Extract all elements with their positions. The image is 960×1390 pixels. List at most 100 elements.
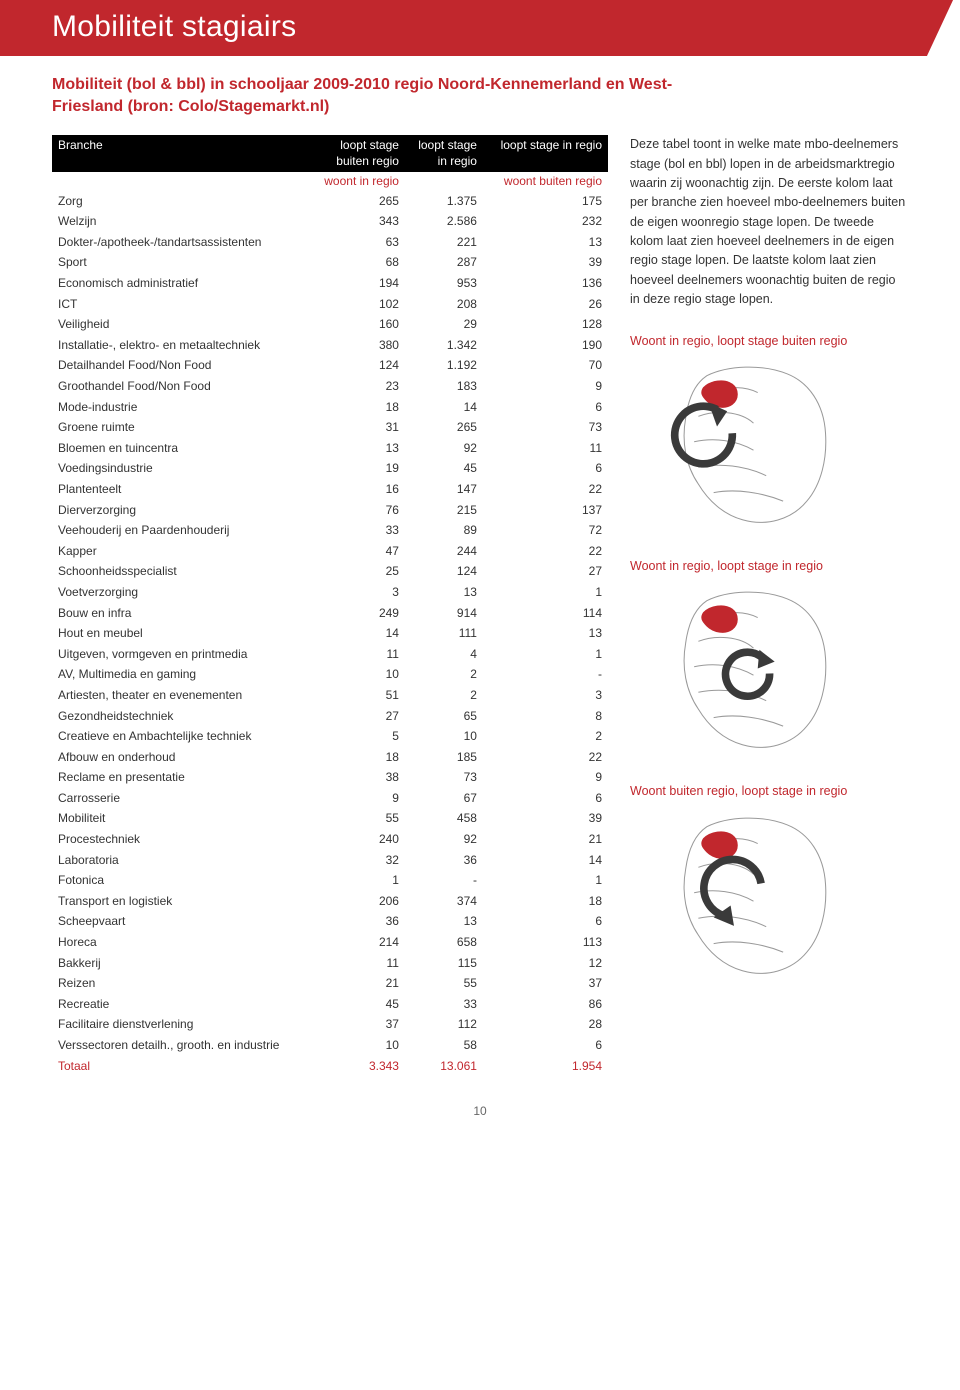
map-label: Woont in regio, loopt stage in regio [630, 557, 908, 576]
row-label: Groothandel Food/Non Food [52, 376, 309, 397]
table-row: Artiesten, theater en evenementen5123 [52, 685, 608, 706]
row-value: 6 [483, 396, 608, 417]
row-label: Detailhandel Food/Non Food [52, 355, 309, 376]
row-value: 39 [483, 252, 608, 273]
row-value: 6 [483, 788, 608, 809]
table-row: Veehouderij en Paardenhouderij338972 [52, 520, 608, 541]
row-value: 6 [483, 1035, 608, 1056]
row-value: 27 [483, 561, 608, 582]
row-label: Carrosserie [52, 788, 309, 809]
row-value: 33 [309, 520, 405, 541]
row-value: 12 [483, 952, 608, 973]
row-value: 27 [309, 705, 405, 726]
row-value: 36 [405, 849, 483, 870]
row-value: 9 [309, 788, 405, 809]
row-value: 2 [405, 685, 483, 706]
row-value: 1 [309, 870, 405, 891]
row-label: Artiesten, theater en evenementen [52, 685, 309, 706]
table-row: Laboratoria323614 [52, 849, 608, 870]
table-over-header-row: woont in regio woont buiten regio [52, 172, 608, 190]
row-label: Scheepvaart [52, 911, 309, 932]
table-row: Reizen215537 [52, 973, 608, 994]
row-value: 28 [483, 1014, 608, 1035]
row-value: 114 [483, 602, 608, 623]
row-value: 6 [483, 911, 608, 932]
row-value: 5 [309, 726, 405, 747]
table-row: Afbouw en onderhoud1818522 [52, 746, 608, 767]
row-value: 2 [483, 726, 608, 747]
row-value: 65 [405, 705, 483, 726]
row-value: 63 [309, 232, 405, 253]
row-label: Plantenteelt [52, 479, 309, 500]
col-buiten-regio: loopt stagebuiten regio [309, 135, 405, 172]
row-value: 458 [405, 808, 483, 829]
row-value: 232 [483, 211, 608, 232]
row-value: 214 [309, 932, 405, 953]
row-value: 3 [309, 582, 405, 603]
row-value: 185 [405, 746, 483, 767]
row-value: 658 [405, 932, 483, 953]
page-number: 10 [52, 1104, 908, 1118]
row-label: Procestechniek [52, 829, 309, 850]
row-value: 1.375 [405, 190, 483, 211]
table-row: Dokter-/apotheek-/tandartsassistenten632… [52, 232, 608, 253]
row-value: 18 [483, 891, 608, 912]
row-label: Totaal [52, 1055, 309, 1076]
map-illustration [630, 582, 860, 760]
table-row: Schoonheidsspecialist2512427 [52, 561, 608, 582]
row-value: 2 [405, 664, 483, 685]
row-label: Mode-industrie [52, 396, 309, 417]
row-label: Kapper [52, 540, 309, 561]
row-value: 1.342 [405, 335, 483, 356]
row-value: 14 [405, 396, 483, 417]
row-value: 3.343 [309, 1055, 405, 1076]
table-row: Economisch administratief194953136 [52, 273, 608, 294]
table-row: Transport en logistiek20637418 [52, 891, 608, 912]
row-label: Zorg [52, 190, 309, 211]
row-value: 11 [309, 952, 405, 973]
row-value: 194 [309, 273, 405, 294]
row-value: 175 [483, 190, 608, 211]
table-row: Totaal3.34313.0611.954 [52, 1055, 608, 1076]
row-label: Sport [52, 252, 309, 273]
table-row: Uitgeven, vormgeven en printmedia1141 [52, 643, 608, 664]
table-row: Facilitaire dienstverlening3711228 [52, 1014, 608, 1035]
row-value: 249 [309, 602, 405, 623]
table-row: Mode-industrie18146 [52, 396, 608, 417]
map-illustration [630, 357, 860, 535]
row-value: 13 [483, 623, 608, 644]
row-value: 92 [405, 438, 483, 459]
row-value: 160 [309, 314, 405, 335]
table-row: Zorg2651.375175 [52, 190, 608, 211]
row-value: 36 [309, 911, 405, 932]
row-value: 13.061 [405, 1055, 483, 1076]
table-row: Bouw en infra249914114 [52, 602, 608, 623]
table-row: Groothandel Food/Non Food231839 [52, 376, 608, 397]
map-illustration [630, 808, 860, 986]
row-value: 124 [309, 355, 405, 376]
row-label: Welzijn [52, 211, 309, 232]
row-value: 112 [405, 1014, 483, 1035]
row-value: 13 [483, 232, 608, 253]
table-row: Reclame en presentatie38739 [52, 767, 608, 788]
row-value: 14 [309, 623, 405, 644]
over-h1 [52, 172, 309, 190]
side-column: Deze tabel toont in welke mate mbo-deeln… [630, 135, 908, 1076]
table-row: Detailhandel Food/Non Food1241.19270 [52, 355, 608, 376]
row-label: Voetverzorging [52, 582, 309, 603]
table-row: ICT10220826 [52, 293, 608, 314]
row-value: 111 [405, 623, 483, 644]
table-row: Groene ruimte3126573 [52, 417, 608, 438]
col-woont-buiten: loopt stage in regio [483, 135, 608, 172]
row-label: ICT [52, 293, 309, 314]
row-label: Mobiliteit [52, 808, 309, 829]
row-value: 31 [309, 417, 405, 438]
row-value: 45 [309, 994, 405, 1015]
row-value: 4 [405, 643, 483, 664]
row-label: Schoonheidsspecialist [52, 561, 309, 582]
row-value: 265 [309, 190, 405, 211]
row-value: 25 [309, 561, 405, 582]
row-label: Veiligheid [52, 314, 309, 335]
table-row: Sport6828739 [52, 252, 608, 273]
page-title: Mobiliteit stagiairs [52, 10, 908, 44]
